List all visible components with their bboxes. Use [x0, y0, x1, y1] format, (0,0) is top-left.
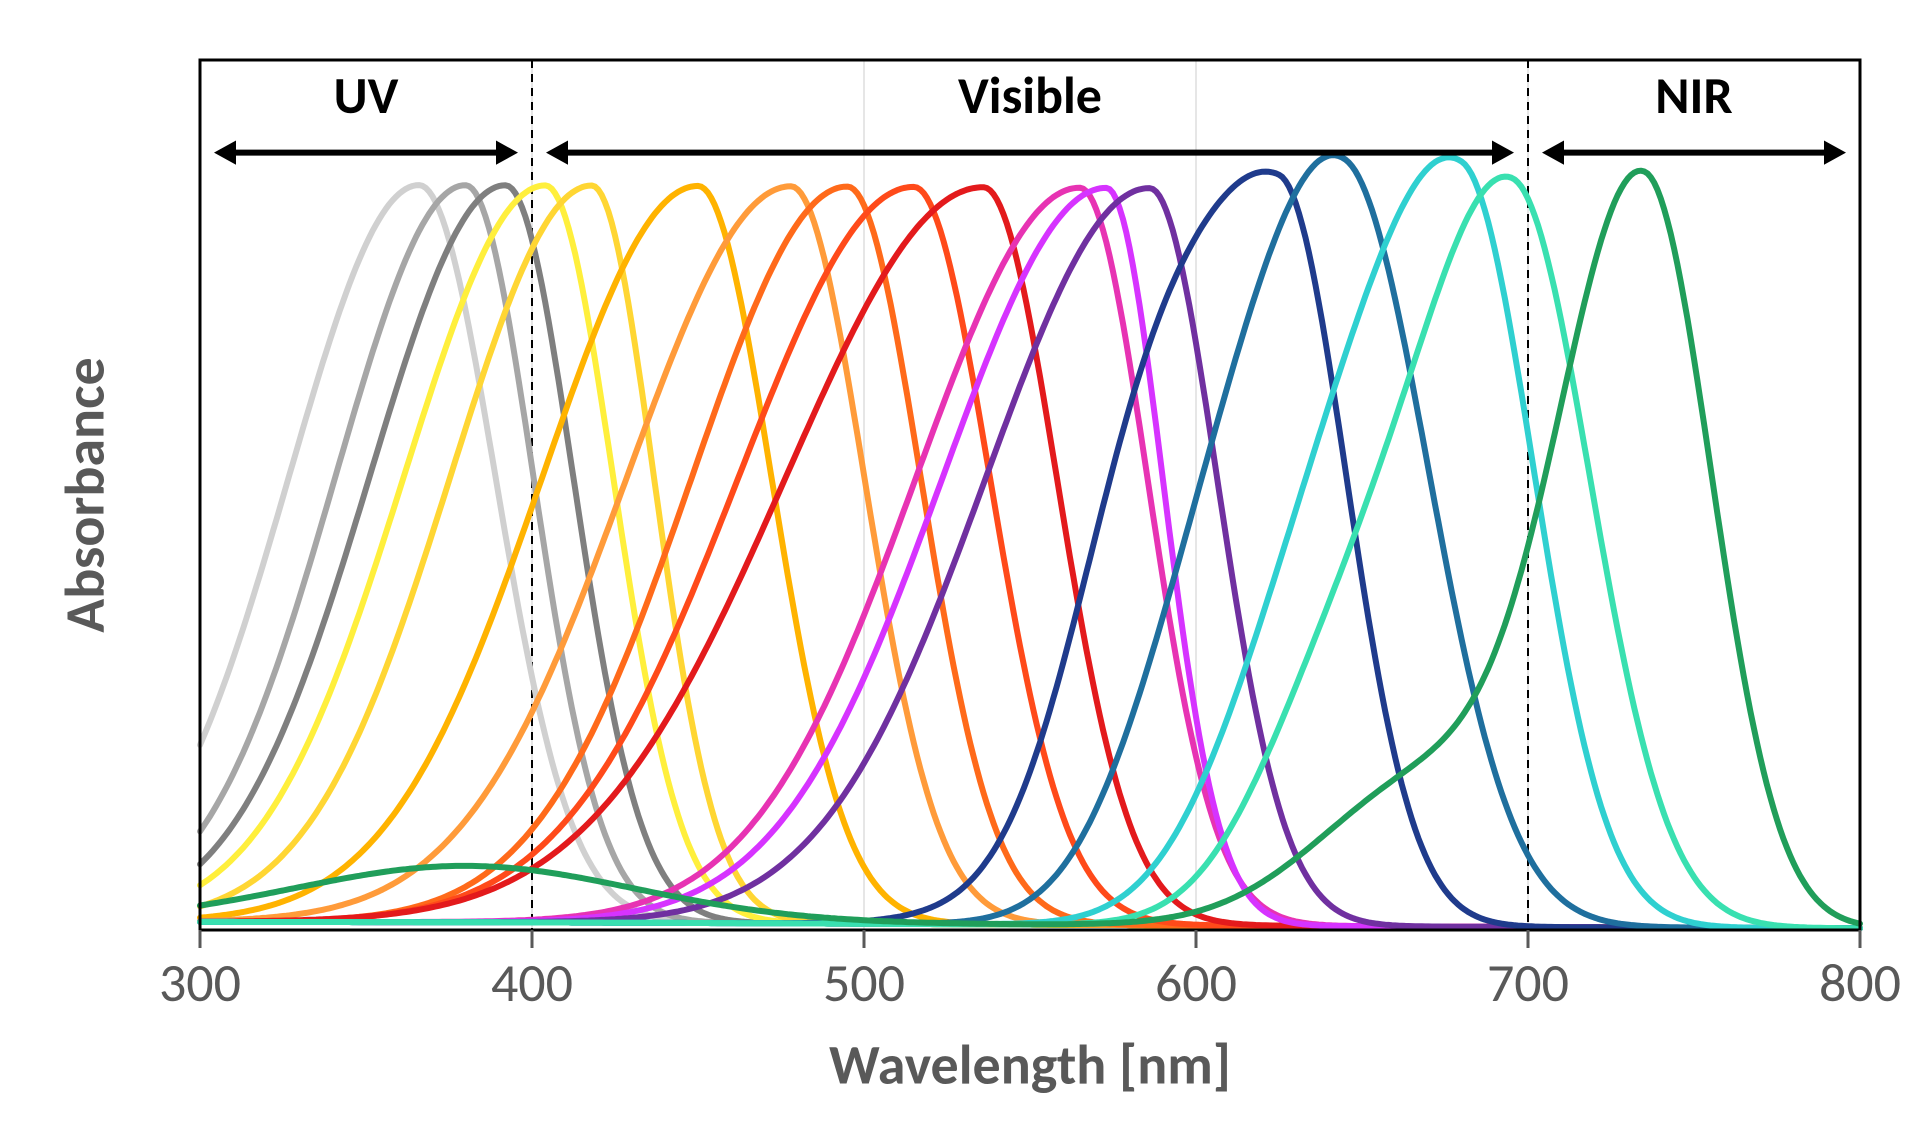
region-label: Visible: [958, 63, 1102, 127]
x-tick-label: 400: [491, 950, 573, 1016]
x-tick-label: 600: [1155, 950, 1237, 1016]
absorbance-spectrum-chart: UV Visible NIR 300 400 500 600 700 800 Wavelength…: [0, 0, 1916, 1148]
x-tick-label: 700: [1487, 950, 1569, 1016]
region-label: NIR: [1655, 63, 1732, 127]
x-tick-label: 800: [1819, 950, 1901, 1016]
x-tick-label: 300: [159, 950, 241, 1016]
x-tick-label: 500: [823, 950, 905, 1016]
region-label: UV: [334, 63, 399, 127]
x-axis-label: Wavelength [nm]: [829, 1032, 1231, 1100]
chart-svg: UV Visible NIR 300 400 500 600 700 800 Wavelength…: [0, 0, 1916, 1148]
y-axis-label: Absorbance: [52, 357, 120, 632]
